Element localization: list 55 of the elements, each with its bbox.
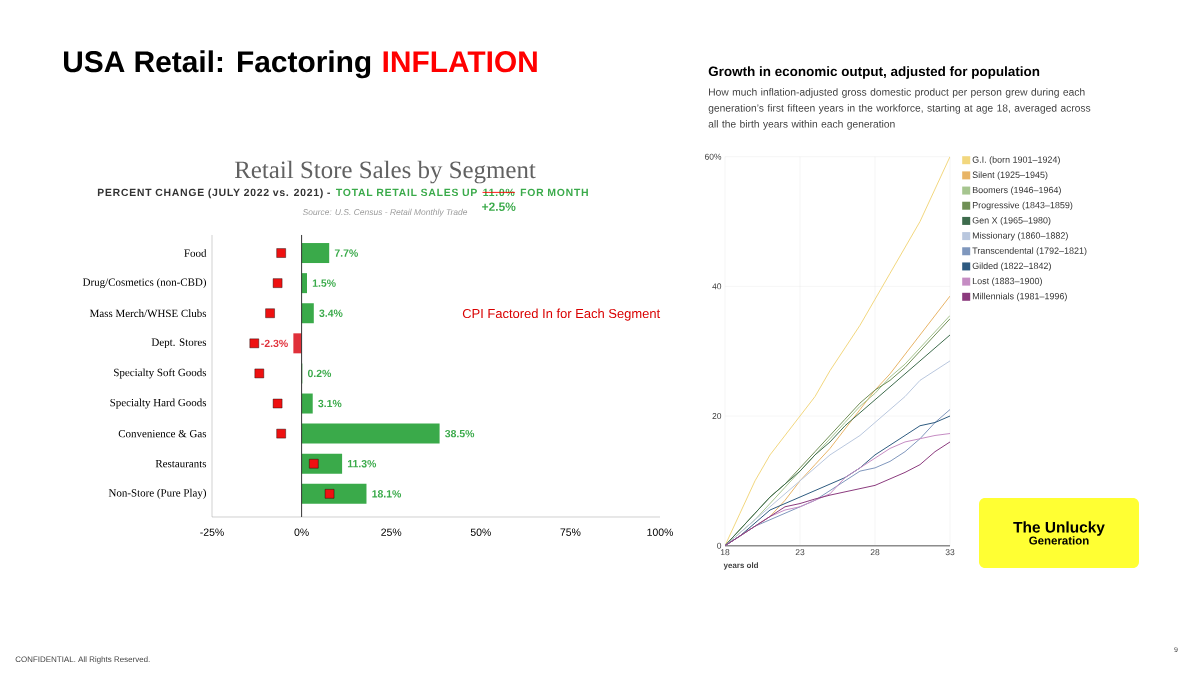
chart-subtitle: How much inflation-adjusted gross domestic product per person grew during each generation’s first fifteen years in the workforce, starting at age 18, averaged across all the birth years within each generation xyxy=(708,88,1091,130)
text: FOR MONTH xyxy=(520,188,588,197)
y-tick-label: Specialty Hard Goods xyxy=(110,398,207,409)
x-tick-label: 33 xyxy=(945,549,955,556)
chart-title: Retail Store Sales by Segment xyxy=(234,160,536,184)
x-tick-label: 50% xyxy=(470,528,491,536)
x-tick-label: -25% xyxy=(200,528,224,536)
y-tick-label: Convenience & Gas xyxy=(118,429,207,438)
source-note: Source: U.S. Census - Retail Monthly Trade xyxy=(302,208,468,217)
data-label: 18.1% xyxy=(372,490,402,498)
legend-label: Boomers (1946–1964) xyxy=(972,186,1061,195)
data-label: 38.5% xyxy=(445,429,475,438)
legend-label: Silent (1925–1945) xyxy=(972,171,1048,180)
chart-subtitle: PERCENT CHANGE (JULY 2022 vs. 2021) - xyxy=(97,188,331,199)
y-tick-label: Dept. Stores xyxy=(151,338,207,349)
legend-label: Progressive (1843–1859) xyxy=(972,201,1073,211)
y-tick-label: 40 xyxy=(712,283,722,290)
annotation: CPI Factored In for Each Segment xyxy=(462,308,661,321)
data-label: 7.7% xyxy=(334,249,358,257)
text: Generation xyxy=(1029,536,1089,545)
text: +2.5% xyxy=(482,202,516,211)
x-tick-label: 25% xyxy=(381,528,402,536)
chart-title: Growth in economic output, adjusted for population xyxy=(708,66,1040,79)
data-label: 1.5% xyxy=(312,279,336,287)
text: TOTAL RETAIL SALES UP xyxy=(335,188,477,197)
y-tick-label: 20 xyxy=(712,413,722,420)
text: USA Retail: Factoring xyxy=(64,50,371,79)
legend-label: Gilded (1822–1842) xyxy=(972,262,1051,271)
legend-label: Missionary (1860–1882) xyxy=(972,232,1068,241)
x-tick-label: 100% xyxy=(647,528,673,536)
y-tick-label: Restaurants xyxy=(155,460,207,468)
legend-label: Lost (1883–1900) xyxy=(972,277,1042,286)
data-label: 11.3% xyxy=(347,460,377,468)
legend-label: G.I. (born 1901–1924) xyxy=(972,156,1060,165)
y-tick-label: 60% xyxy=(704,153,722,160)
y-tick-label: Mass Merch/WHSE Clubs xyxy=(89,309,207,318)
x-tick-label: 28 xyxy=(870,549,880,556)
legend-label: Gen X (1965–1980) xyxy=(972,216,1051,226)
x-tick-label: 75% xyxy=(560,528,581,536)
y-tick-label: Drug/Cosmetics (non-CBD) xyxy=(82,278,207,289)
text: INFLATION xyxy=(383,51,537,73)
y-tick-label: 0 xyxy=(717,542,722,549)
x-tick-label: 0% xyxy=(294,528,309,536)
x-tick-label: 18 xyxy=(720,549,730,556)
x-tick-label: 23 xyxy=(795,549,805,556)
y-tick-label: Food xyxy=(184,249,207,257)
text: The Unlucky xyxy=(1013,521,1105,536)
legend-label: Millennials (1981–1996) xyxy=(972,292,1067,302)
legend-label: Transcendental (1792–1821) xyxy=(972,247,1087,256)
data-label: 0.2% xyxy=(307,369,332,378)
data-label: 3.1% xyxy=(318,399,342,408)
y-tick-label: Specialty Soft Goods xyxy=(114,368,207,379)
y-tick-label: Non-Store (Pure Play) xyxy=(108,488,207,499)
data-label: -2.3% xyxy=(261,339,288,348)
data-label: 3.4% xyxy=(319,309,343,317)
